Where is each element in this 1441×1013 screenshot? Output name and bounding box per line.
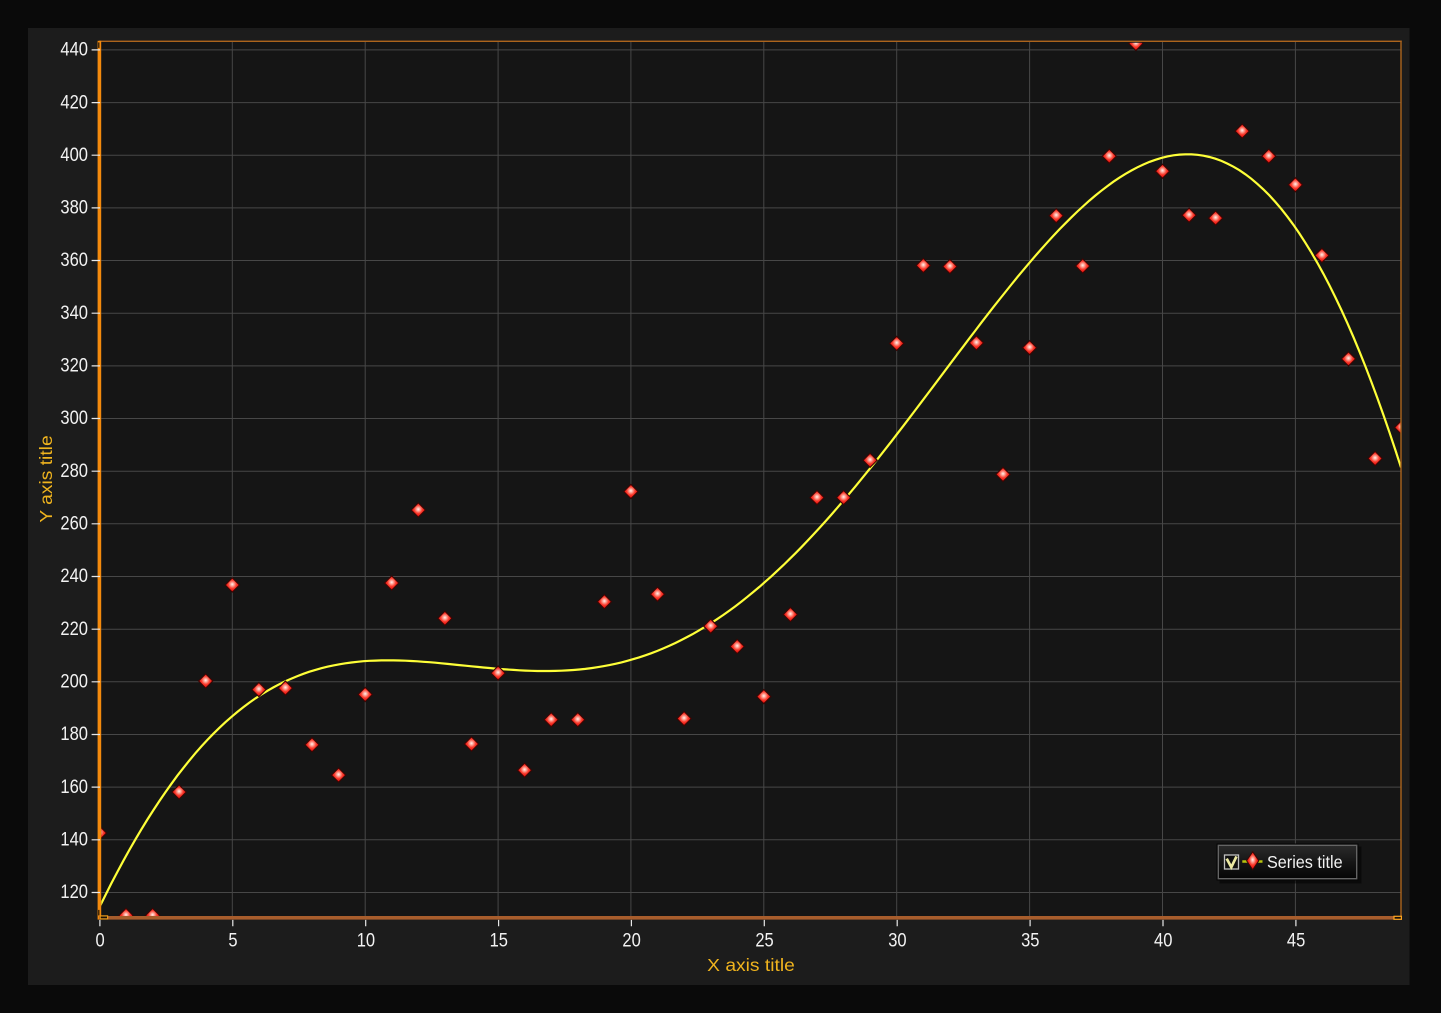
svg-text:X axis title: X axis title xyxy=(707,955,795,975)
svg-text:400: 400 xyxy=(60,144,88,165)
svg-text:300: 300 xyxy=(60,407,88,428)
svg-text:Series title: Series title xyxy=(1267,852,1343,872)
svg-text:260: 260 xyxy=(60,512,88,533)
svg-text:320: 320 xyxy=(60,355,88,376)
svg-text:45: 45 xyxy=(1287,930,1305,951)
svg-text:140: 140 xyxy=(60,828,88,849)
svg-text:180: 180 xyxy=(60,723,88,744)
svg-text:340: 340 xyxy=(60,302,88,323)
svg-text:15: 15 xyxy=(490,930,508,951)
svg-text:30: 30 xyxy=(888,930,906,951)
svg-text:10: 10 xyxy=(357,930,375,951)
svg-text:440: 440 xyxy=(60,39,88,60)
svg-text:25: 25 xyxy=(755,930,773,951)
svg-text:360: 360 xyxy=(60,249,88,270)
svg-text:200: 200 xyxy=(60,670,88,691)
svg-text:280: 280 xyxy=(60,460,88,481)
svg-text:35: 35 xyxy=(1021,930,1039,951)
svg-text:Y axis title: Y axis title xyxy=(36,435,56,522)
svg-text:20: 20 xyxy=(622,930,640,951)
svg-text:0: 0 xyxy=(96,930,105,951)
svg-text:5: 5 xyxy=(228,930,237,951)
svg-text:240: 240 xyxy=(60,565,88,586)
svg-text:380: 380 xyxy=(60,197,88,218)
svg-text:160: 160 xyxy=(60,776,88,797)
svg-text:120: 120 xyxy=(60,881,88,902)
svg-text:420: 420 xyxy=(60,91,88,112)
svg-text:40: 40 xyxy=(1154,930,1172,951)
svg-text:220: 220 xyxy=(60,618,88,639)
